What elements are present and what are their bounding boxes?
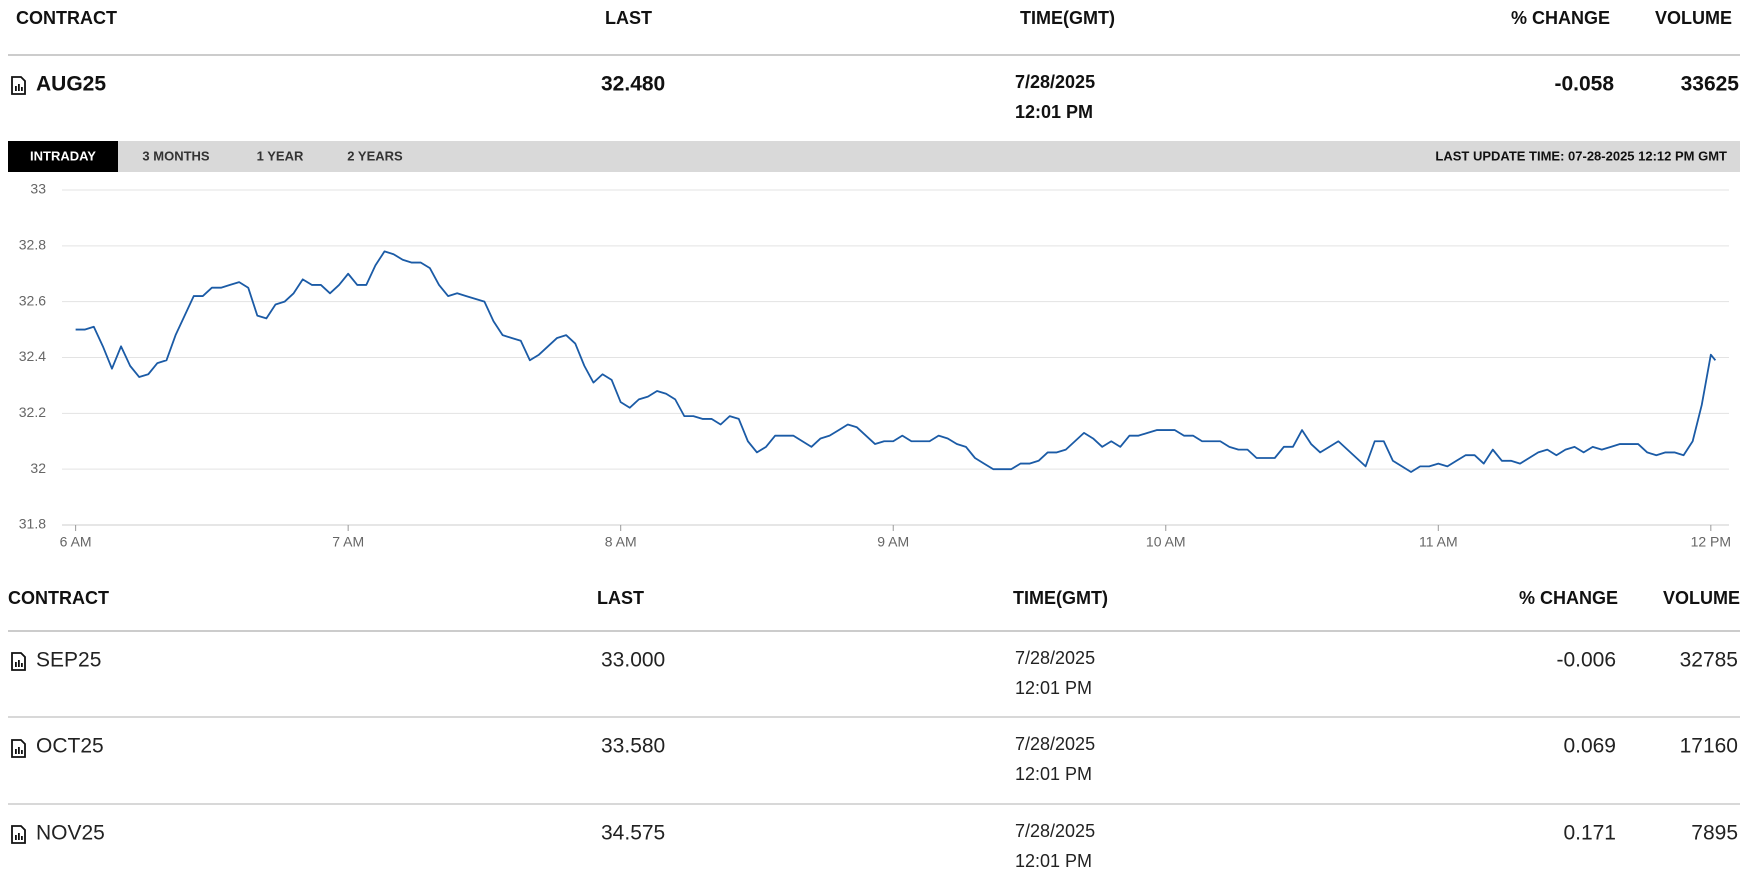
range-tab[interactable]: 2 YEARS	[347, 148, 403, 163]
price-line	[75, 250, 1717, 473]
contract-name[interactable]: AUG25	[36, 73, 106, 96]
column-header: CONTRACT	[8, 588, 109, 608]
y-tick-label: 32.4	[19, 348, 46, 364]
range-tab[interactable]: INTRADAY	[30, 148, 96, 163]
column-header: LAST	[605, 8, 652, 28]
range-tab[interactable]: 1 YEAR	[257, 148, 304, 163]
column-header: TIME(GMT)	[1020, 8, 1115, 28]
trade-time: 12:01 PM	[1015, 678, 1092, 698]
volume: 17160	[1680, 735, 1738, 758]
column-header: % CHANGE	[1511, 8, 1610, 28]
chart-icon	[11, 739, 26, 758]
last-price: 33.000	[601, 649, 665, 672]
column-header: % CHANGE	[1519, 588, 1618, 608]
trade-date: 7/28/2025	[1015, 648, 1095, 668]
last-update: LAST UPDATE TIME: 07-28-2025 12:12 PM GM…	[1435, 148, 1727, 163]
x-tick-label: 9 AM	[877, 534, 909, 550]
x-tick-label: 6 AM	[60, 534, 92, 550]
active-tab-bg	[8, 141, 118, 172]
column-header: TIME(GMT)	[1013, 588, 1108, 608]
trade-time: 12:01 PM	[1015, 102, 1093, 122]
volume: 32785	[1680, 649, 1738, 672]
percent-change: 0.171	[1563, 822, 1616, 845]
x-tick-label: 10 AM	[1146, 534, 1186, 550]
percent-change: -0.006	[1556, 649, 1616, 672]
column-header: LAST	[597, 588, 644, 608]
chart-icon	[11, 76, 26, 95]
y-tick-label: 32	[30, 460, 46, 476]
y-tick-label: 32.2	[19, 404, 46, 420]
volume: 7895	[1691, 822, 1738, 845]
trade-time: 12:01 PM	[1015, 764, 1092, 784]
last-price: 33.580	[601, 735, 665, 758]
x-tick-label: 8 AM	[605, 534, 637, 550]
column-header: VOLUME	[1655, 8, 1732, 28]
volume: 33625	[1681, 73, 1740, 96]
x-tick-label: 11 AM	[1419, 534, 1458, 550]
contract-name[interactable]: SEP25	[36, 649, 101, 672]
trade-date: 7/28/2025	[1015, 734, 1095, 754]
range-tab[interactable]: 3 MONTHS	[142, 148, 210, 163]
trade-date: 7/28/2025	[1015, 72, 1095, 92]
percent-change: -0.058	[1554, 73, 1614, 96]
x-tick-label: 7 AM	[332, 534, 364, 550]
last-price: 32.480	[601, 73, 665, 96]
y-tick-label: 32.8	[19, 237, 46, 253]
x-tick-label: 12 PM	[1691, 534, 1731, 550]
tab-bar	[8, 141, 1740, 172]
contract-name[interactable]: NOV25	[36, 822, 105, 845]
chart-icon	[11, 825, 26, 844]
y-tick-label: 33	[30, 181, 46, 197]
contract-name[interactable]: OCT25	[36, 735, 104, 758]
column-header: CONTRACT	[16, 8, 117, 28]
y-tick-label: 32.6	[19, 292, 46, 308]
y-tick-label: 31.8	[19, 516, 46, 532]
last-price: 34.575	[601, 822, 665, 845]
chart-icon	[11, 652, 26, 671]
percent-change: 0.069	[1563, 735, 1616, 758]
column-header: VOLUME	[1663, 588, 1740, 608]
trade-date: 7/28/2025	[1015, 821, 1095, 841]
trade-time: 12:01 PM	[1015, 851, 1092, 871]
